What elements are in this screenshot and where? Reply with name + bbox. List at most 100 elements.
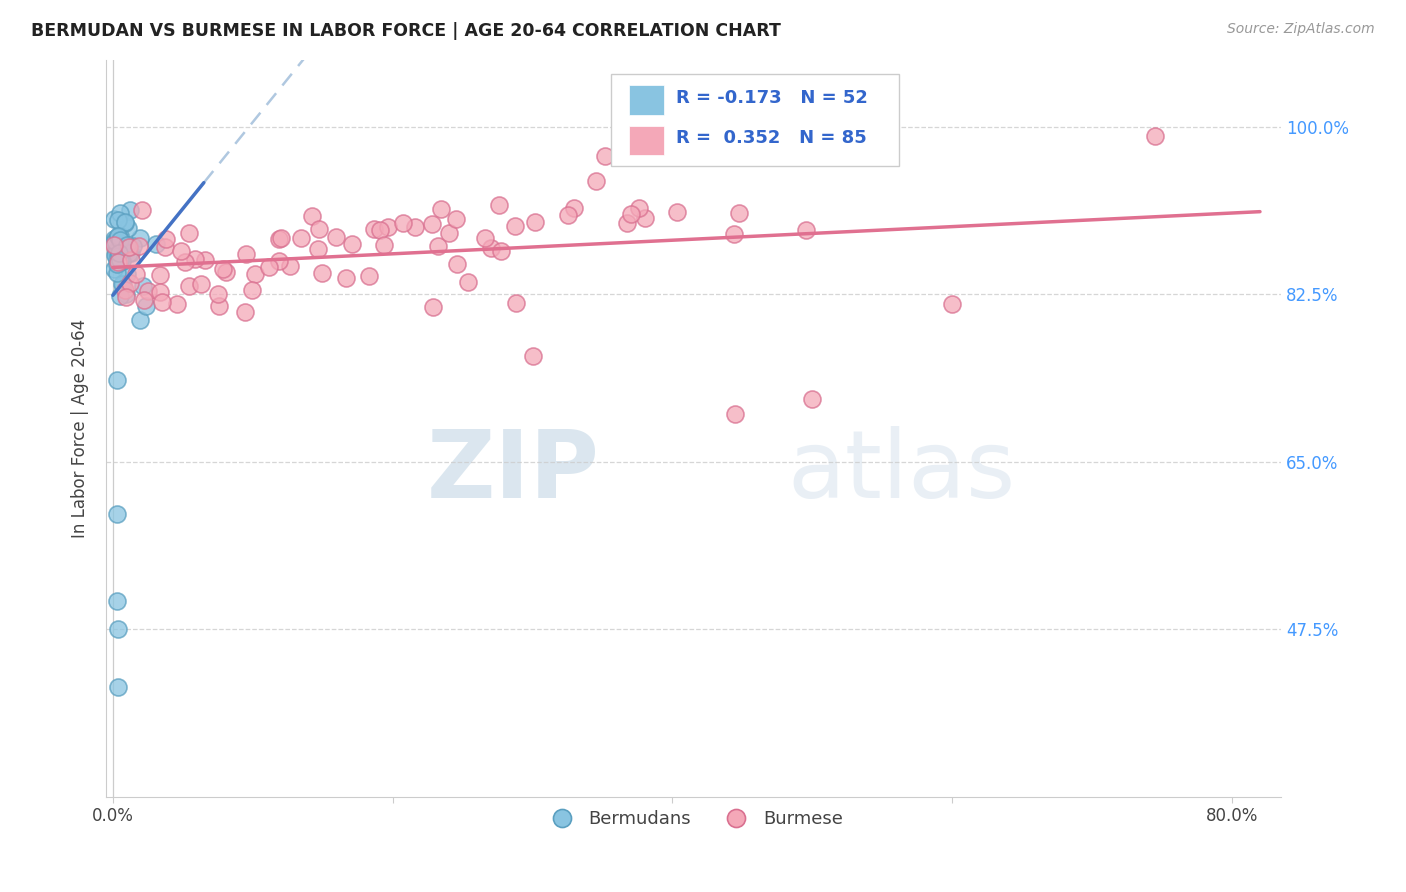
- Point: [128, 312, 150, 326]
- Point: [437, 226, 460, 240]
- Point: [373, 237, 395, 252]
- Point: [488, 198, 510, 212]
- Point: [107, 622, 129, 636]
- Point: [628, 201, 651, 215]
- Point: [128, 239, 150, 253]
- Point: [270, 231, 292, 245]
- Point: [505, 295, 527, 310]
- Point: [118, 239, 141, 253]
- Point: [257, 260, 280, 275]
- Point: [114, 283, 136, 297]
- Point: [108, 289, 131, 303]
- Point: [801, 392, 824, 407]
- Point: [426, 238, 449, 252]
- Point: [335, 270, 357, 285]
- Point: [135, 299, 157, 313]
- Point: [278, 259, 301, 273]
- Point: [103, 231, 125, 245]
- Point: [170, 244, 193, 259]
- Point: [118, 246, 141, 260]
- Point: [325, 230, 347, 244]
- Point: [479, 241, 502, 255]
- Point: [107, 680, 129, 694]
- Text: atlas: atlas: [787, 426, 1015, 518]
- Point: [128, 231, 150, 245]
- Point: [190, 277, 212, 292]
- Point: [724, 407, 747, 421]
- Point: [122, 239, 145, 253]
- Point: [107, 213, 129, 227]
- Text: R =  0.352   N = 85: R = 0.352 N = 85: [676, 129, 866, 147]
- Point: [105, 252, 128, 266]
- Point: [522, 350, 544, 364]
- Point: [523, 215, 546, 229]
- Point: [114, 286, 136, 301]
- Point: [446, 257, 468, 271]
- Point: [114, 290, 136, 304]
- Point: [634, 211, 657, 225]
- Bar: [628, 86, 664, 115]
- Point: [103, 248, 125, 262]
- Point: [120, 252, 142, 267]
- Point: [233, 305, 256, 319]
- Point: [359, 268, 381, 283]
- Point: [104, 244, 127, 259]
- Point: [103, 262, 125, 277]
- Point: [110, 243, 132, 257]
- Point: [593, 149, 616, 163]
- Point: [727, 206, 749, 220]
- Point: [107, 247, 129, 261]
- Point: [723, 227, 745, 242]
- Point: [131, 202, 153, 217]
- Point: [149, 268, 172, 283]
- Point: [110, 254, 132, 268]
- Point: [243, 267, 266, 281]
- Point: [110, 229, 132, 244]
- Point: [105, 373, 128, 387]
- Point: [112, 278, 135, 293]
- Point: [103, 212, 125, 227]
- Point: [290, 230, 312, 244]
- Point: [103, 235, 125, 249]
- Point: [489, 244, 512, 258]
- Point: [111, 253, 134, 268]
- Point: [117, 220, 139, 235]
- Point: [194, 252, 217, 267]
- Point: [308, 222, 330, 236]
- Point: [422, 300, 444, 314]
- Point: [107, 249, 129, 263]
- Point: [107, 228, 129, 243]
- Point: [105, 593, 128, 607]
- Point: [104, 250, 127, 264]
- Point: [111, 277, 134, 291]
- FancyBboxPatch shape: [612, 74, 898, 167]
- Text: R = -0.173   N = 52: R = -0.173 N = 52: [676, 89, 868, 107]
- Point: [207, 287, 229, 301]
- Legend: Bermudans, Burmese: Bermudans, Burmese: [536, 803, 851, 836]
- Point: [107, 228, 129, 243]
- Point: [446, 212, 468, 227]
- Point: [118, 202, 141, 217]
- Point: [110, 245, 132, 260]
- Point: [105, 266, 128, 280]
- Point: [267, 254, 290, 268]
- Point: [377, 220, 399, 235]
- Point: [177, 227, 200, 241]
- Point: [105, 508, 128, 522]
- Point: [110, 244, 132, 259]
- Point: [149, 285, 172, 299]
- Point: [132, 279, 155, 293]
- Point: [150, 295, 173, 310]
- Point: [616, 216, 638, 230]
- Point: [114, 215, 136, 229]
- Point: [430, 202, 453, 216]
- Point: [120, 246, 142, 260]
- Point: [342, 237, 364, 252]
- Point: [173, 255, 195, 269]
- Point: [145, 237, 167, 252]
- Point: [794, 222, 817, 236]
- Point: [104, 234, 127, 248]
- Point: [557, 208, 579, 222]
- Point: [585, 174, 607, 188]
- Point: [404, 219, 426, 234]
